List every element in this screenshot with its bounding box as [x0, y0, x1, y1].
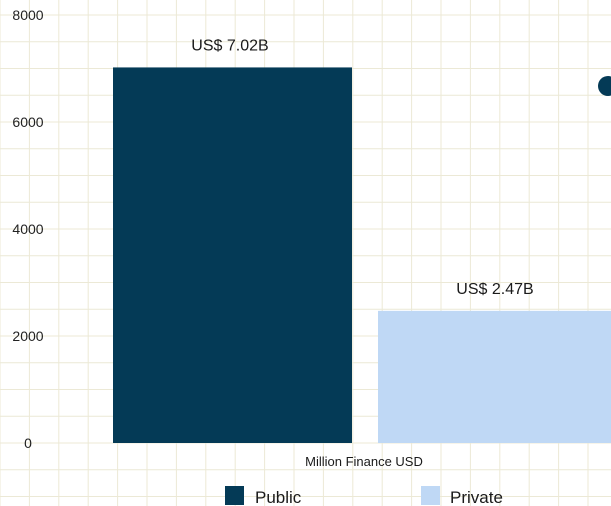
y-tick-label: 0: [24, 435, 32, 451]
legend-label-private: Private: [450, 488, 503, 506]
legend-swatch-private: [421, 486, 440, 505]
y-tick-label: 4000: [12, 221, 43, 237]
bar-private: [378, 310, 611, 443]
data-label-public: US$ 7.02B: [191, 37, 268, 54]
edge-dot-marker: [598, 76, 611, 96]
y-tick-label: 8000: [12, 7, 43, 23]
x-axis-label: Million Finance USD: [305, 454, 423, 469]
data-label-private: US$ 2.47B: [456, 281, 533, 298]
legend-label-public: Public: [255, 488, 302, 506]
bars: [113, 67, 611, 444]
legend: Public Private: [225, 486, 503, 506]
y-axis-ticks: 0 2000 4000 6000 8000: [12, 7, 43, 451]
y-tick-label: 2000: [12, 328, 43, 344]
y-tick-label: 6000: [12, 114, 43, 130]
bar-public: [113, 67, 352, 444]
data-labels: US$ 7.02B US$ 2.47B: [191, 37, 533, 297]
legend-swatch-public: [225, 486, 244, 505]
